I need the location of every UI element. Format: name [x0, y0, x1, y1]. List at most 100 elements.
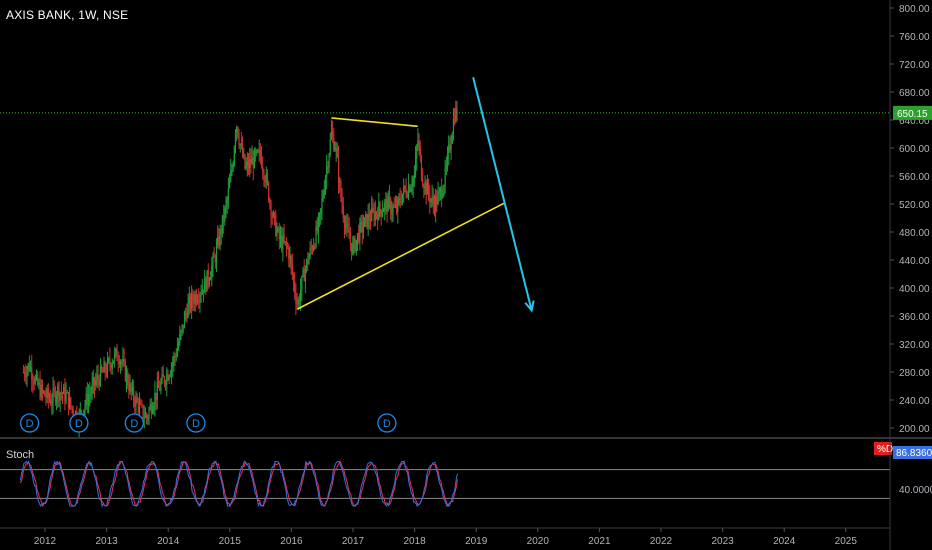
- candle-body: [268, 182, 270, 201]
- candle-body: [358, 233, 360, 242]
- candle-body: [89, 394, 91, 396]
- candle-body: [364, 217, 366, 227]
- price-tick-label: 760.00: [899, 32, 930, 43]
- candle-body: [173, 355, 175, 363]
- candle-body: [380, 209, 382, 216]
- candle-body: [395, 205, 398, 212]
- candle-body: [419, 146, 421, 156]
- candle-body: [425, 181, 427, 195]
- candle-body: [285, 241, 288, 246]
- candle-body: [53, 388, 55, 391]
- candle-body: [275, 215, 277, 236]
- candle-body: [151, 409, 154, 414]
- candle-body: [46, 388, 48, 398]
- candle-body: [269, 200, 271, 203]
- candle-body: [211, 265, 213, 278]
- price-tick-label: 680.00: [899, 88, 930, 99]
- candle-body: [109, 358, 111, 365]
- candle-body: [244, 154, 246, 169]
- price-tick-label: 320.00: [899, 340, 930, 351]
- candle-body: [258, 149, 260, 152]
- candle-body: [148, 409, 150, 418]
- candle-body: [384, 202, 386, 211]
- candle-body: [450, 143, 452, 150]
- candle-body: [26, 369, 28, 377]
- dividend-marker-label: D: [130, 418, 138, 430]
- price-tick-label: 720.00: [899, 60, 930, 71]
- candle-body: [243, 154, 245, 157]
- candle-body: [366, 214, 368, 228]
- candle-body: [117, 360, 119, 362]
- dividend-marker-icon: [69, 413, 89, 433]
- candle-body: [330, 131, 333, 140]
- candle-body: [441, 188, 443, 198]
- candle-body: [193, 301, 195, 304]
- price-tick-label: 800.00: [899, 4, 930, 15]
- candle-body: [119, 362, 122, 365]
- candle-body: [311, 247, 314, 250]
- candle-body: [233, 147, 235, 166]
- trendline: [331, 117, 418, 128]
- candle-body: [412, 178, 414, 187]
- candle-body: [227, 188, 229, 200]
- candle-body: [71, 406, 73, 410]
- time-tick-label: 2021: [588, 536, 611, 547]
- candle-body: [168, 376, 170, 380]
- candle-body: [137, 402, 139, 413]
- candle-body: [84, 404, 86, 410]
- candle-body: [436, 195, 438, 205]
- candle-body: [105, 372, 107, 374]
- candle-body: [28, 363, 30, 371]
- candle-body: [129, 383, 131, 392]
- candle-body: [83, 409, 85, 417]
- candle-body: [178, 343, 180, 349]
- candle-body: [329, 139, 331, 155]
- time-tick-label: 2017: [342, 536, 365, 547]
- candle-body: [251, 157, 253, 165]
- candle-body: [231, 169, 233, 172]
- indicator-name[interactable]: Stoch: [6, 449, 35, 461]
- candle-body: [405, 188, 407, 196]
- candle-body: [346, 224, 348, 226]
- candle-body: [116, 348, 118, 361]
- annotations-layer: [0, 77, 890, 313]
- candle-body: [347, 224, 349, 230]
- candle-body: [394, 205, 397, 207]
- candle-body: [128, 384, 130, 392]
- candle-body: [403, 185, 405, 194]
- candle-body: [257, 150, 259, 152]
- stoch-k-line: [19, 460, 458, 508]
- candle-body: [66, 392, 68, 394]
- candle-body: [225, 203, 227, 208]
- candle-body: [246, 161, 248, 166]
- candle-body: [161, 374, 163, 383]
- candle-body: [438, 191, 440, 194]
- candle-body: [140, 404, 142, 406]
- candle-body: [377, 214, 379, 220]
- candle-body: [127, 372, 129, 385]
- candle-body: [426, 183, 428, 195]
- candle-body: [342, 206, 344, 219]
- candle-body: [381, 212, 383, 216]
- candle-body: [348, 229, 350, 239]
- candle-body: [35, 374, 38, 379]
- candle-body: [255, 150, 257, 154]
- candle-body: [157, 382, 160, 388]
- candle-body: [273, 212, 276, 216]
- candle-body: [141, 404, 143, 406]
- candle-body: [340, 181, 342, 200]
- candle-body: [123, 358, 125, 362]
- candle-body: [427, 183, 430, 195]
- time-tick-label: 2016: [280, 536, 303, 547]
- candle-body: [159, 387, 161, 391]
- candle-body: [272, 212, 274, 217]
- candle-body: [454, 118, 456, 122]
- time-tick-label: 2019: [465, 536, 488, 547]
- candle-body: [444, 167, 446, 186]
- candle-body: [201, 289, 203, 294]
- candle-body: [192, 294, 194, 302]
- candle-body: [228, 181, 231, 189]
- candle-body: [247, 161, 250, 168]
- candle-body: [341, 199, 343, 207]
